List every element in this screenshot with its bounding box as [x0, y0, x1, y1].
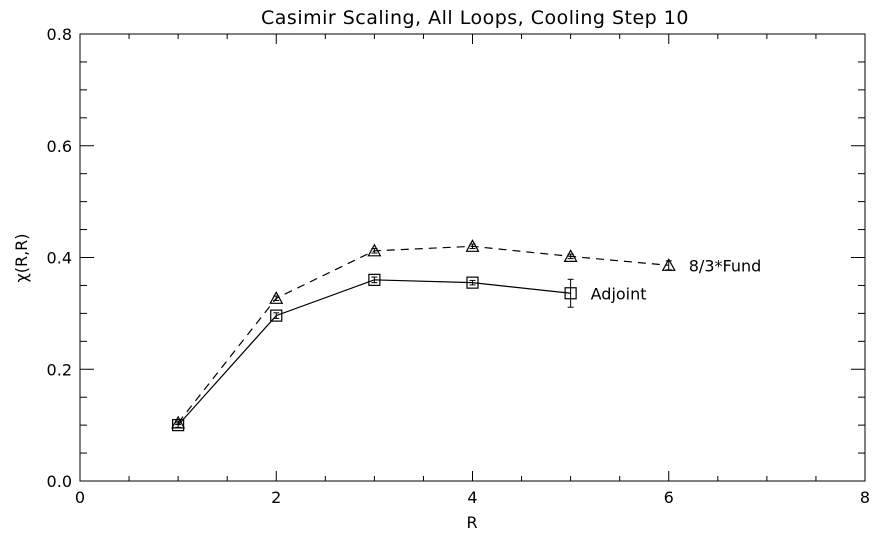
y-tick-label: 0.8 [47, 25, 72, 44]
y-tick-label: 0.4 [47, 249, 72, 268]
x-tick-label: 8 [860, 488, 870, 507]
axis-ticks [79, 33, 866, 482]
series-line [177, 245, 669, 424]
y-axis-label: χ(R,R) [12, 233, 31, 282]
x-tick-label: 2 [271, 488, 281, 507]
series-label: Adjoint [591, 284, 647, 303]
x-tick-label: 6 [664, 488, 674, 507]
triangle-marker [269, 291, 284, 304]
square-marker [368, 273, 381, 286]
square-marker [564, 287, 577, 300]
chart-title: Casimir Scaling, All Loops, Cooling Step… [261, 7, 689, 29]
axis-tick-labels: 0 2 4 6 8 0.0 0.2 0.4 0.6 0.8 [47, 25, 871, 507]
x-tick-label: 4 [467, 488, 477, 507]
triangle-marker [465, 239, 480, 252]
x-axis-label: R [466, 513, 477, 532]
triangle-marker [661, 258, 676, 271]
series-label: 8/3*Fund [689, 256, 762, 275]
series-layer: Adjoint 8/3*Fund [171, 239, 762, 432]
y-tick-label: 0.6 [47, 137, 72, 156]
square-marker [172, 419, 185, 432]
series-line [177, 279, 571, 426]
series-square: Adjoint [172, 273, 647, 432]
triangle-marker [171, 415, 186, 429]
y-tick-label: 0.0 [47, 472, 72, 491]
square-marker [270, 309, 283, 322]
y-tick-label: 0.2 [47, 360, 72, 379]
triangle-marker [563, 249, 578, 262]
square-marker [466, 276, 479, 289]
triangle-marker [367, 243, 382, 257]
x-tick-label: 0 [75, 488, 85, 507]
series-triangle: 8/3*Fund [171, 239, 762, 429]
